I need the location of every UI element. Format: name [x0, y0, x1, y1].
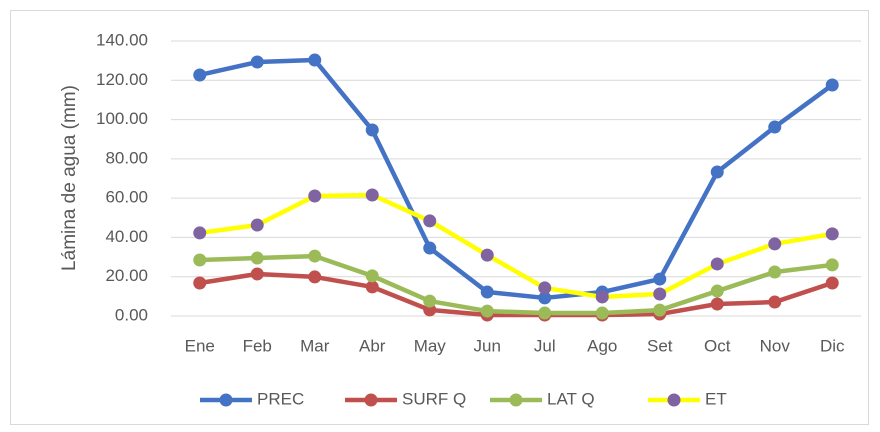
x-tick-label: Abr — [359, 336, 386, 355]
data-point — [193, 253, 207, 267]
legend-label: SURF Q — [402, 389, 466, 408]
data-point — [365, 188, 379, 202]
data-point — [365, 280, 379, 294]
x-tick-label: Feb — [243, 336, 272, 355]
legend-label: LAT Q — [547, 389, 595, 408]
data-point — [653, 287, 667, 301]
data-point — [768, 120, 782, 134]
y-tick-label: 140.00 — [96, 30, 148, 49]
x-tick-label: Nov — [760, 336, 791, 355]
data-point — [710, 284, 724, 298]
data-point — [710, 257, 724, 271]
data-point — [653, 272, 667, 286]
data-point — [250, 267, 264, 281]
data-point — [595, 306, 609, 320]
data-point — [825, 258, 839, 272]
data-point — [308, 249, 322, 263]
series-line — [199, 57, 834, 301]
data-point — [193, 68, 207, 82]
data-point — [250, 251, 264, 265]
data-point — [193, 276, 207, 290]
x-tick-label: May — [414, 336, 447, 355]
data-point — [250, 218, 264, 232]
data-point — [653, 303, 667, 317]
x-tick-label: Set — [647, 336, 673, 355]
data-point — [250, 55, 264, 69]
x-tick-label: Jun — [474, 336, 501, 355]
legend-label: PREC — [257, 389, 304, 408]
data-point — [768, 265, 782, 279]
legend-marker — [219, 393, 233, 407]
series-line — [199, 192, 833, 300]
y-tick-label: 60.00 — [105, 188, 148, 207]
y-tick-label: 100.00 — [96, 109, 148, 128]
x-tick-label: Oct — [704, 336, 731, 355]
x-tick-label: Jul — [534, 336, 556, 355]
data-point — [825, 78, 839, 92]
y-tick-label: 80.00 — [105, 148, 148, 167]
x-tick-label: Ago — [587, 336, 617, 355]
data-point — [308, 270, 322, 284]
x-tick-label: Mar — [300, 336, 330, 355]
data-point — [480, 248, 494, 262]
data-point — [768, 237, 782, 251]
y-tick-label: 120.00 — [96, 70, 148, 89]
data-point — [710, 297, 724, 311]
legend-marker — [667, 393, 681, 407]
data-point — [710, 165, 724, 179]
x-tick-label: Dic — [820, 336, 845, 355]
chart-border — [10, 10, 869, 425]
y-tick-label: 20.00 — [105, 266, 148, 285]
data-point — [423, 294, 437, 308]
data-point — [595, 290, 609, 304]
y-axis-label: Lámina de agua (mm) — [59, 85, 80, 271]
legend-marker — [509, 393, 523, 407]
y-tick-label: 40.00 — [105, 227, 148, 246]
data-point — [538, 291, 552, 305]
data-point — [365, 269, 379, 283]
data-point — [825, 276, 839, 290]
data-point — [538, 281, 552, 295]
data-point — [480, 285, 494, 299]
data-point — [825, 227, 839, 241]
data-point — [423, 241, 437, 255]
data-point — [538, 306, 552, 320]
legend-marker — [364, 393, 378, 407]
legend-label: ET — [705, 389, 727, 408]
data-point — [308, 53, 322, 67]
data-point — [365, 123, 379, 137]
data-point — [423, 214, 437, 228]
series-line — [199, 271, 833, 318]
series-line — [199, 253, 833, 316]
y-tick-label: 0.00 — [115, 305, 148, 324]
x-tick-label: Ene — [185, 336, 215, 355]
data-point — [308, 189, 322, 203]
data-point — [480, 304, 494, 318]
data-point — [768, 295, 782, 309]
data-point — [193, 226, 207, 240]
